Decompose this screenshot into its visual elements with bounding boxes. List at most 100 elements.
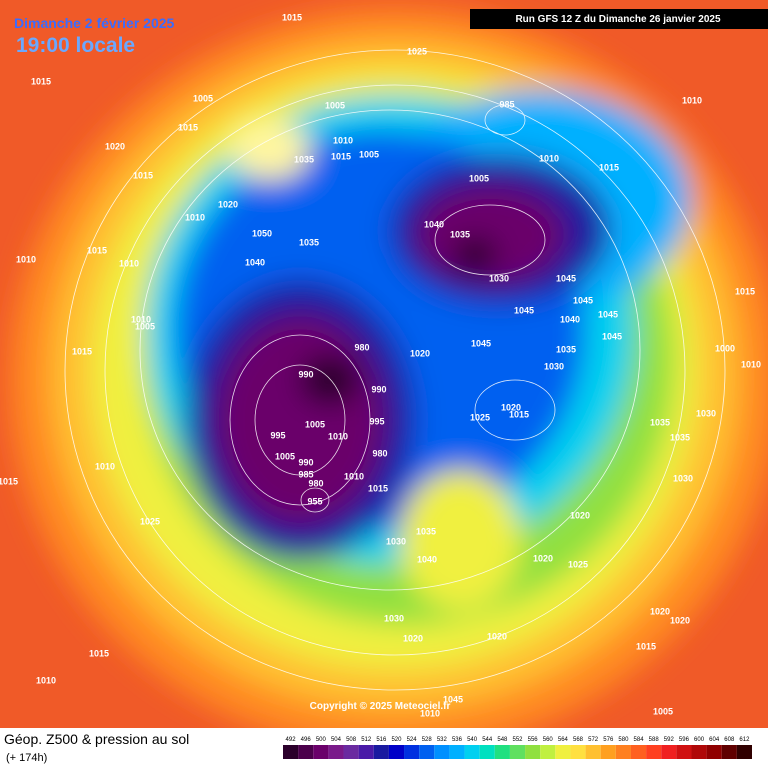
isobar-label: 1010 [682, 95, 702, 105]
isobar-label: 1045 [598, 309, 618, 319]
isobar-label: 1010 [333, 135, 353, 145]
isobar-label: 1015 [178, 122, 198, 132]
isobar-label: 1010 [131, 314, 151, 324]
colorbar-tick-label: 600 [694, 737, 705, 743]
isobar-label: 1005 [469, 173, 489, 183]
isobar-label: 980 [354, 342, 369, 352]
colorbar-tick-label: 524 [407, 737, 418, 743]
colorbar-swatch [449, 745, 465, 759]
isobar-label: 1030 [673, 473, 693, 483]
isobar-label: 1010 [420, 708, 440, 718]
isobar-label: 980 [372, 448, 387, 458]
colorbar-tick-label: 496 [301, 737, 312, 743]
colorbar-tick-label: 504 [331, 737, 342, 743]
colorbar-tick-label: 560 [543, 737, 554, 743]
colorbar-swatch [328, 745, 344, 759]
isobar-label: 1030 [384, 613, 404, 623]
colorbar-swatch [388, 745, 405, 759]
colorbar-tick-label: 612 [739, 737, 750, 743]
legend-subtitle: (+ 174h) [6, 752, 47, 764]
isobar-label: 985 [298, 469, 313, 479]
colorbar-swatch [585, 745, 601, 759]
colorbar-swatch [525, 745, 541, 759]
colorbar-swatch [630, 745, 647, 759]
isobar-label: 1045 [573, 295, 593, 305]
colorbar-tick-label: 596 [679, 737, 690, 743]
colorbar-swatch [615, 745, 631, 759]
run-box [470, 9, 768, 29]
isobar-label: 1045 [471, 338, 491, 348]
colorbar-swatch [676, 745, 692, 759]
isobar-label: 1005 [325, 100, 345, 110]
colorbar-swatch [570, 745, 586, 759]
isobar-label: 980 [308, 478, 323, 488]
isobar-label: 1015 [735, 286, 755, 296]
isobar-label: 1020 [218, 199, 238, 209]
isobar-label: 1025 [470, 412, 490, 422]
isobar-label: 1015 [636, 641, 656, 651]
colorbar-swatch [661, 745, 677, 759]
isobar-label: 1015 [0, 476, 18, 486]
isobar-label: 1010 [36, 675, 56, 685]
colorbar-tick-label: 544 [482, 737, 493, 743]
colorbar-swatch [509, 745, 526, 759]
colorbar-tick-label: 548 [497, 737, 508, 743]
colorbar: 492 496 500 504 508 512 516 520 524 528 532 536 540 5… [283, 737, 752, 759]
colorbar-tick-label: 556 [528, 737, 539, 743]
colorbar-swatch [494, 745, 510, 759]
isobar-label: 1035 [450, 229, 470, 239]
isobar-label: 1040 [417, 554, 437, 564]
colorbar-swatch [343, 745, 359, 759]
isobar-label: 1020 [487, 631, 507, 641]
isobar-label: 1025 [407, 46, 427, 56]
isobar-label: 1010 [328, 431, 348, 441]
colorbar-swatch [434, 745, 450, 759]
colorbar-tick-label: 568 [573, 737, 584, 743]
colorbar-tick-label: 608 [724, 737, 735, 743]
isobar-label: 1005 [275, 451, 295, 461]
isobar-label: 1020 [670, 615, 690, 625]
colorbar-tick-label: 588 [649, 737, 660, 743]
isobar-label: 1045 [443, 694, 463, 704]
colorbar-swatch [464, 745, 480, 759]
isobar-label: 985 [499, 99, 514, 109]
isobar-label: 1035 [294, 154, 314, 164]
isobar-label: 1015 [87, 245, 107, 255]
isobar-label: 1020 [105, 141, 125, 151]
colorbar-swatch [691, 745, 707, 759]
isobar-label: 1005 [653, 706, 673, 716]
colorbar-tick-label: 520 [391, 737, 402, 743]
colorbar-swatch [721, 745, 737, 759]
colorbar-swatch [736, 745, 752, 759]
isobar-label: 1010 [741, 359, 761, 369]
isobar-labels: 1015 1025 1010 1015 1005 1015 1020 1015 1005 1010… [0, 12, 761, 718]
colorbar-tick-label: 584 [634, 737, 645, 743]
colorbar-tick-label: 540 [467, 737, 478, 743]
colorbar-tick-label: 508 [346, 737, 357, 743]
colorbar-swatch [313, 745, 329, 759]
isobar-label: 1015 [31, 76, 51, 86]
colorbar-swatch [419, 745, 435, 759]
colorbar-swatch [373, 745, 389, 759]
time-label: 19:00 locale [16, 34, 135, 57]
isobar-label: 1010 [344, 471, 364, 481]
isobar-label: 1010 [539, 153, 559, 163]
colorbar-swatch [540, 745, 556, 759]
isobar-label: 1005 [193, 93, 213, 103]
isobar-label: 1050 [252, 228, 272, 238]
isobar-label: 1015 [331, 151, 351, 161]
isobar-label: 1025 [140, 516, 160, 526]
colorbar-tick-label: 500 [316, 737, 327, 743]
isobar-label: 995 [270, 430, 285, 440]
isobar-label: 1015 [72, 346, 92, 356]
colorbar-tick-label: 532 [437, 737, 448, 743]
legend-title: Géop. Z500 & pression au sol [4, 731, 189, 747]
isobar-label: 1030 [696, 408, 716, 418]
isobar-label: 1045 [602, 331, 622, 341]
colorbar-tick-label: 580 [618, 737, 629, 743]
isobar-label: 1035 [556, 344, 576, 354]
colorbar-tick-label: 492 [286, 737, 297, 743]
colorbar-swatch [600, 745, 616, 759]
colorbar-tick-label: 536 [452, 737, 463, 743]
